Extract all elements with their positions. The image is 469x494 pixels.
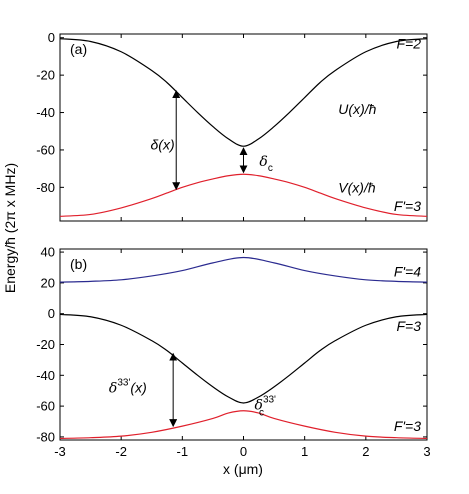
x-tick-label: 2 <box>362 444 369 459</box>
x-axis-label: x (μm) <box>223 461 263 477</box>
annotation-main: δ(x) <box>151 136 175 152</box>
panel-label: (b) <box>70 256 87 272</box>
annotation-main: δ <box>259 154 267 170</box>
annotation-sub: c <box>259 408 264 419</box>
x-tick-label: -3 <box>54 444 66 459</box>
x-tick-label: -1 <box>177 444 189 459</box>
curve-annotation: δ(x) <box>151 136 175 152</box>
curve-annotation: δ33' c <box>255 395 277 419</box>
annotation-tail: (x) <box>130 380 146 396</box>
y-axis-label: Energy/ħ (2π x MHz) <box>2 163 18 293</box>
annotation-main: U(x)/ħ <box>338 101 376 117</box>
curve-annotation: U(x)/ħ <box>338 101 376 117</box>
level-label: F'=3 <box>394 198 421 214</box>
curve-annotation: V(x)/ħ <box>338 179 376 195</box>
x-tick-label: 3 <box>423 444 430 459</box>
curve-annotation: δc <box>259 154 272 174</box>
annotation-main: V(x)/ħ <box>338 179 376 195</box>
panel-label: (a) <box>70 41 87 57</box>
series-line <box>59 173 428 217</box>
level-label: F'=4 <box>394 263 421 279</box>
y-tick-label: -40 <box>36 105 55 120</box>
y-tick-label: -20 <box>36 68 55 83</box>
y-tick-label: -60 <box>36 399 55 414</box>
y-tick-label: -40 <box>36 368 55 383</box>
y-tick-label: 0 <box>48 306 55 321</box>
plot-frame <box>59 248 428 441</box>
annotation-sup: 33' <box>117 378 130 389</box>
y-tick-label: -60 <box>36 142 55 157</box>
y-tick-label: 40 <box>41 245 55 260</box>
y-tick-label: -20 <box>36 337 55 352</box>
x-tick-label: -2 <box>115 444 127 459</box>
series-line <box>59 38 428 147</box>
y-tick-label: 0 <box>48 30 55 45</box>
level-label: F=3 <box>396 318 421 334</box>
annotation-sub: c <box>268 163 273 174</box>
y-tick-label: -80 <box>36 429 55 444</box>
x-tick-label: 0 <box>240 444 247 459</box>
panel-b: 40 20 0 -20 -40 -60 -80-3 -2 -1 0 1 2 3 (b) F'=4 F=3 F'=… <box>36 245 430 459</box>
panel-a: 0 -20 -40 -60 -80 (a) F=2 F'=3 U(x)/ħ V(x)/ħ δ(x) δ… <box>36 30 428 222</box>
x-tick-label: 1 <box>301 444 308 459</box>
series-line <box>59 313 428 404</box>
annotation-main: δ <box>109 381 117 397</box>
curve-annotation: δ33'(x) <box>109 378 147 397</box>
annotation-sup: 33' <box>263 395 276 406</box>
level-label: F=2 <box>396 35 421 51</box>
annotation-main: δ <box>255 398 263 414</box>
series-line <box>59 256 428 283</box>
y-tick-label: -80 <box>36 180 55 195</box>
y-tick-label: 20 <box>41 275 55 290</box>
level-label: F'=3 <box>394 418 421 434</box>
series-line <box>59 410 428 440</box>
